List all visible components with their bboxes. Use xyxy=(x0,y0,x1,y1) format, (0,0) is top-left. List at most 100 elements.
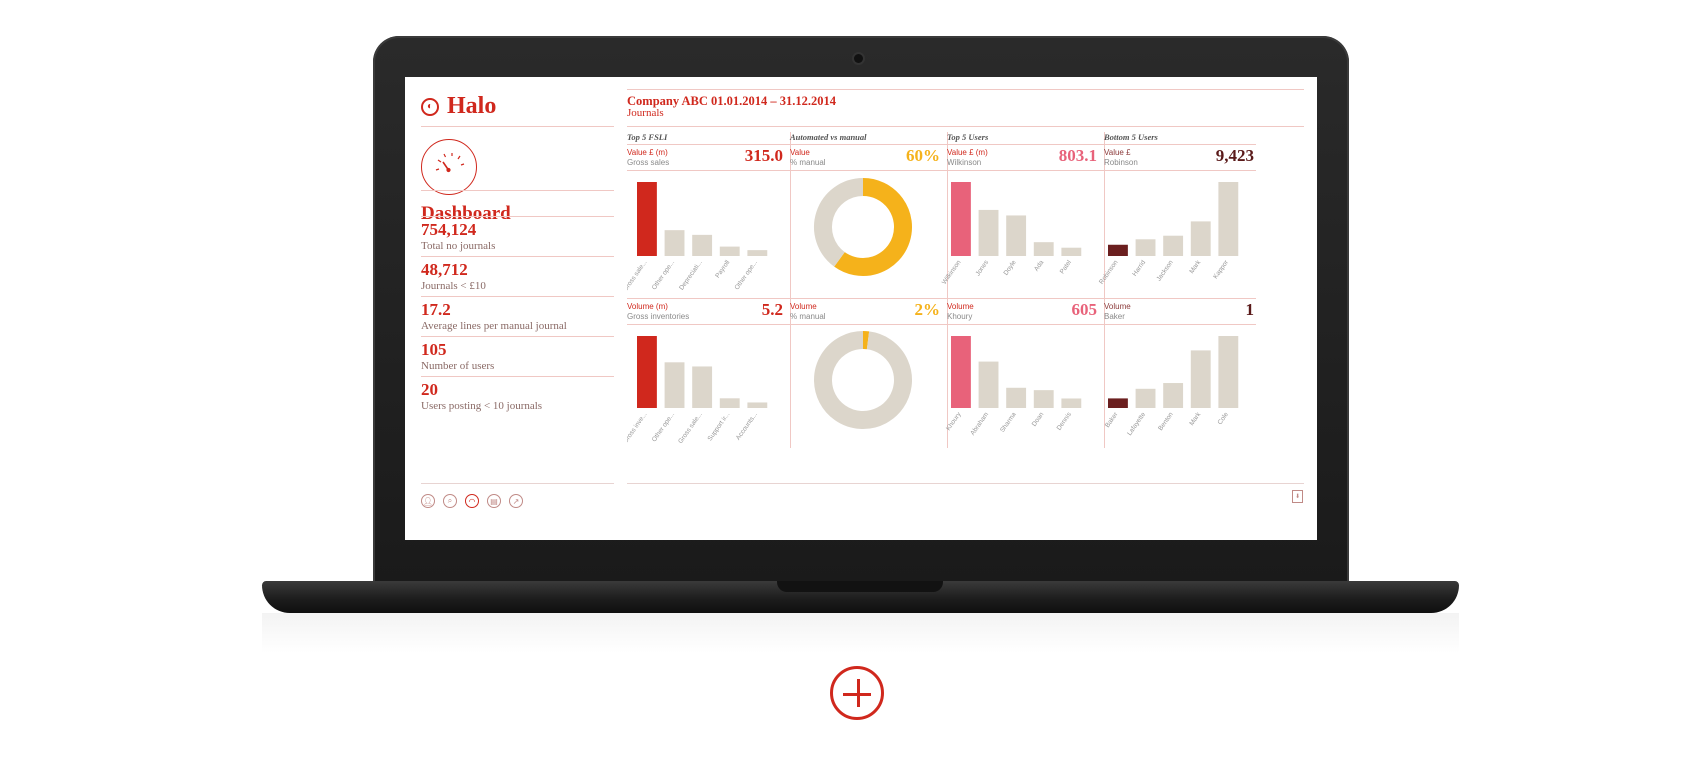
search-icon[interactable]: ⌕ xyxy=(443,494,457,508)
bar xyxy=(951,336,971,408)
divider xyxy=(421,190,614,191)
divider xyxy=(421,216,614,217)
laptop-notch xyxy=(777,581,943,592)
panel-title: Top 5 FSLI xyxy=(627,132,668,142)
panel-automated-vs-manual: Automated vs manual Value % manual 60% V… xyxy=(784,132,942,445)
brand[interactable]: ◐ Halo xyxy=(421,93,496,120)
divider xyxy=(1098,298,1256,299)
metric-value: 803.1 xyxy=(1058,146,1097,165)
tick-label: Accounts... xyxy=(735,411,759,442)
metric-sub: Wilkinson xyxy=(947,158,982,167)
chart-top xyxy=(784,174,942,296)
bar xyxy=(1033,390,1054,408)
divider xyxy=(784,298,942,299)
divider xyxy=(627,126,1304,127)
tick-label: Other ope... xyxy=(734,259,760,291)
page-title: Dashboard xyxy=(421,203,511,224)
divider xyxy=(784,144,942,145)
tick-label: Harrid xyxy=(1131,259,1147,278)
tick-label: Jackson xyxy=(1155,259,1175,283)
app-name: Halo xyxy=(447,93,497,119)
dashboard-icon[interactable]: ◠ xyxy=(465,494,479,508)
bar xyxy=(1190,350,1211,408)
bar xyxy=(1218,336,1239,408)
tick-label: Mark xyxy=(1188,259,1202,275)
chart-svg: Robinson Harrid Jackson Mark Kappor xyxy=(1098,182,1239,286)
divider xyxy=(941,144,1099,145)
panel-title: Top 5 Users xyxy=(947,132,989,142)
export-icon[interactable]: ↗ xyxy=(509,494,523,508)
chart-bottom: Khoury Abraham Sharma Doan Dennis xyxy=(941,328,1099,448)
bar xyxy=(747,402,768,408)
chart-svg: Wilkinson Jones Doyle Ada Patel xyxy=(941,182,1082,286)
divider xyxy=(627,483,1304,484)
report-subtitle: Journals xyxy=(627,107,664,119)
divider xyxy=(941,324,1099,325)
tick-label: Benton xyxy=(1157,411,1175,432)
metric-label: Volume (m) xyxy=(627,302,668,311)
tick-label: Wilkinson xyxy=(941,259,963,286)
chart-top: Robinson Harrid Jackson Mark Kappor xyxy=(1098,174,1256,296)
divider xyxy=(1098,170,1256,171)
panel-divider xyxy=(947,132,948,448)
bar xyxy=(1163,383,1184,408)
metric-label: Value £ (m) xyxy=(627,148,668,157)
panel-top-fsli: Top 5 FSLI Value £ (m) Gross sales 315.0… xyxy=(622,132,785,448)
laptop-lid: ◐ Halo Dashboard 754,124 xyxy=(373,36,1349,591)
stat-label: Average lines per manual journal xyxy=(421,320,567,332)
panel-title: Automated vs manual xyxy=(790,132,867,142)
divider xyxy=(421,256,614,257)
panel-bottom-users: Bottom 5 Users Value £ Robinson 9,423 Ro… xyxy=(1098,132,1256,445)
bar xyxy=(1108,244,1128,256)
stat-value: 17.2 xyxy=(421,300,451,319)
divider xyxy=(627,170,785,171)
divider xyxy=(1098,324,1256,325)
bar xyxy=(1135,388,1156,408)
tick-label: Payroll xyxy=(714,259,731,280)
metric-value: 605 xyxy=(1071,300,1098,319)
stat-label: Number of users xyxy=(421,360,495,372)
document-icon[interactable]: ▤ xyxy=(487,494,501,508)
bar xyxy=(692,366,713,408)
pdf-export-icon[interactable]: ⬇ xyxy=(1292,490,1303,503)
stat-label: Users posting < 10 journals xyxy=(421,400,543,412)
panel-top-users: Top 5 Users Value £ (m) Wilkinson 803.1 … xyxy=(941,132,1099,445)
bar xyxy=(747,250,768,256)
user-icon[interactable]: 👤︎ xyxy=(421,494,435,508)
chart-top: Gross sale... Other ope... Depreciati... Pa… xyxy=(622,174,785,296)
tick-label: Baker xyxy=(1104,410,1120,429)
tick-label: Depreciati... xyxy=(678,259,704,292)
tick-label: Gross sale... xyxy=(677,411,704,445)
stat-average-lines: 17.2 Average lines per manual journal xyxy=(421,300,614,333)
divider xyxy=(784,170,942,171)
chart-svg: Gross sale... Other ope... Depreciati... Pa… xyxy=(622,182,768,293)
tick-label: Lafayette xyxy=(1126,411,1147,437)
bar xyxy=(1218,182,1239,256)
divider xyxy=(421,296,614,297)
divider xyxy=(421,126,614,127)
expand-plus-button[interactable] xyxy=(830,666,884,720)
metric-label: Value xyxy=(790,148,810,157)
tick-label: Doan xyxy=(1031,411,1046,428)
stat-label: Total no journals xyxy=(421,240,496,252)
tick-label: Mark xyxy=(1188,411,1202,427)
metric-sub: % manual xyxy=(790,312,826,321)
chart-bottom: Gross inve... Other ope... Gross sale... Su… xyxy=(622,328,785,448)
metric-value: 1 xyxy=(1245,300,1255,319)
stat-value: 754,124 xyxy=(421,220,477,239)
metric-sub: % manual xyxy=(790,158,826,167)
divider xyxy=(1098,144,1256,145)
metric-sub: Gross inventories xyxy=(627,312,690,321)
bar xyxy=(637,336,657,408)
tick-label: Support ir... xyxy=(707,411,732,442)
donut-slice-manual xyxy=(834,178,912,276)
metric-value: 60% xyxy=(906,146,940,165)
tick-label: Sharma xyxy=(999,411,1018,434)
report-title: Company ABC 01.01.2014 – 31.12.2014 xyxy=(627,94,837,108)
stat-value: 105 xyxy=(421,340,447,359)
chart-svg: Khoury Abraham Sharma Doan Dennis xyxy=(945,336,1082,437)
metric-sub: Baker xyxy=(1104,312,1125,321)
camera xyxy=(854,54,863,63)
chart-svg: Gross inve... Other ope... Gross sale... Su… xyxy=(622,336,768,445)
bar xyxy=(664,230,685,256)
